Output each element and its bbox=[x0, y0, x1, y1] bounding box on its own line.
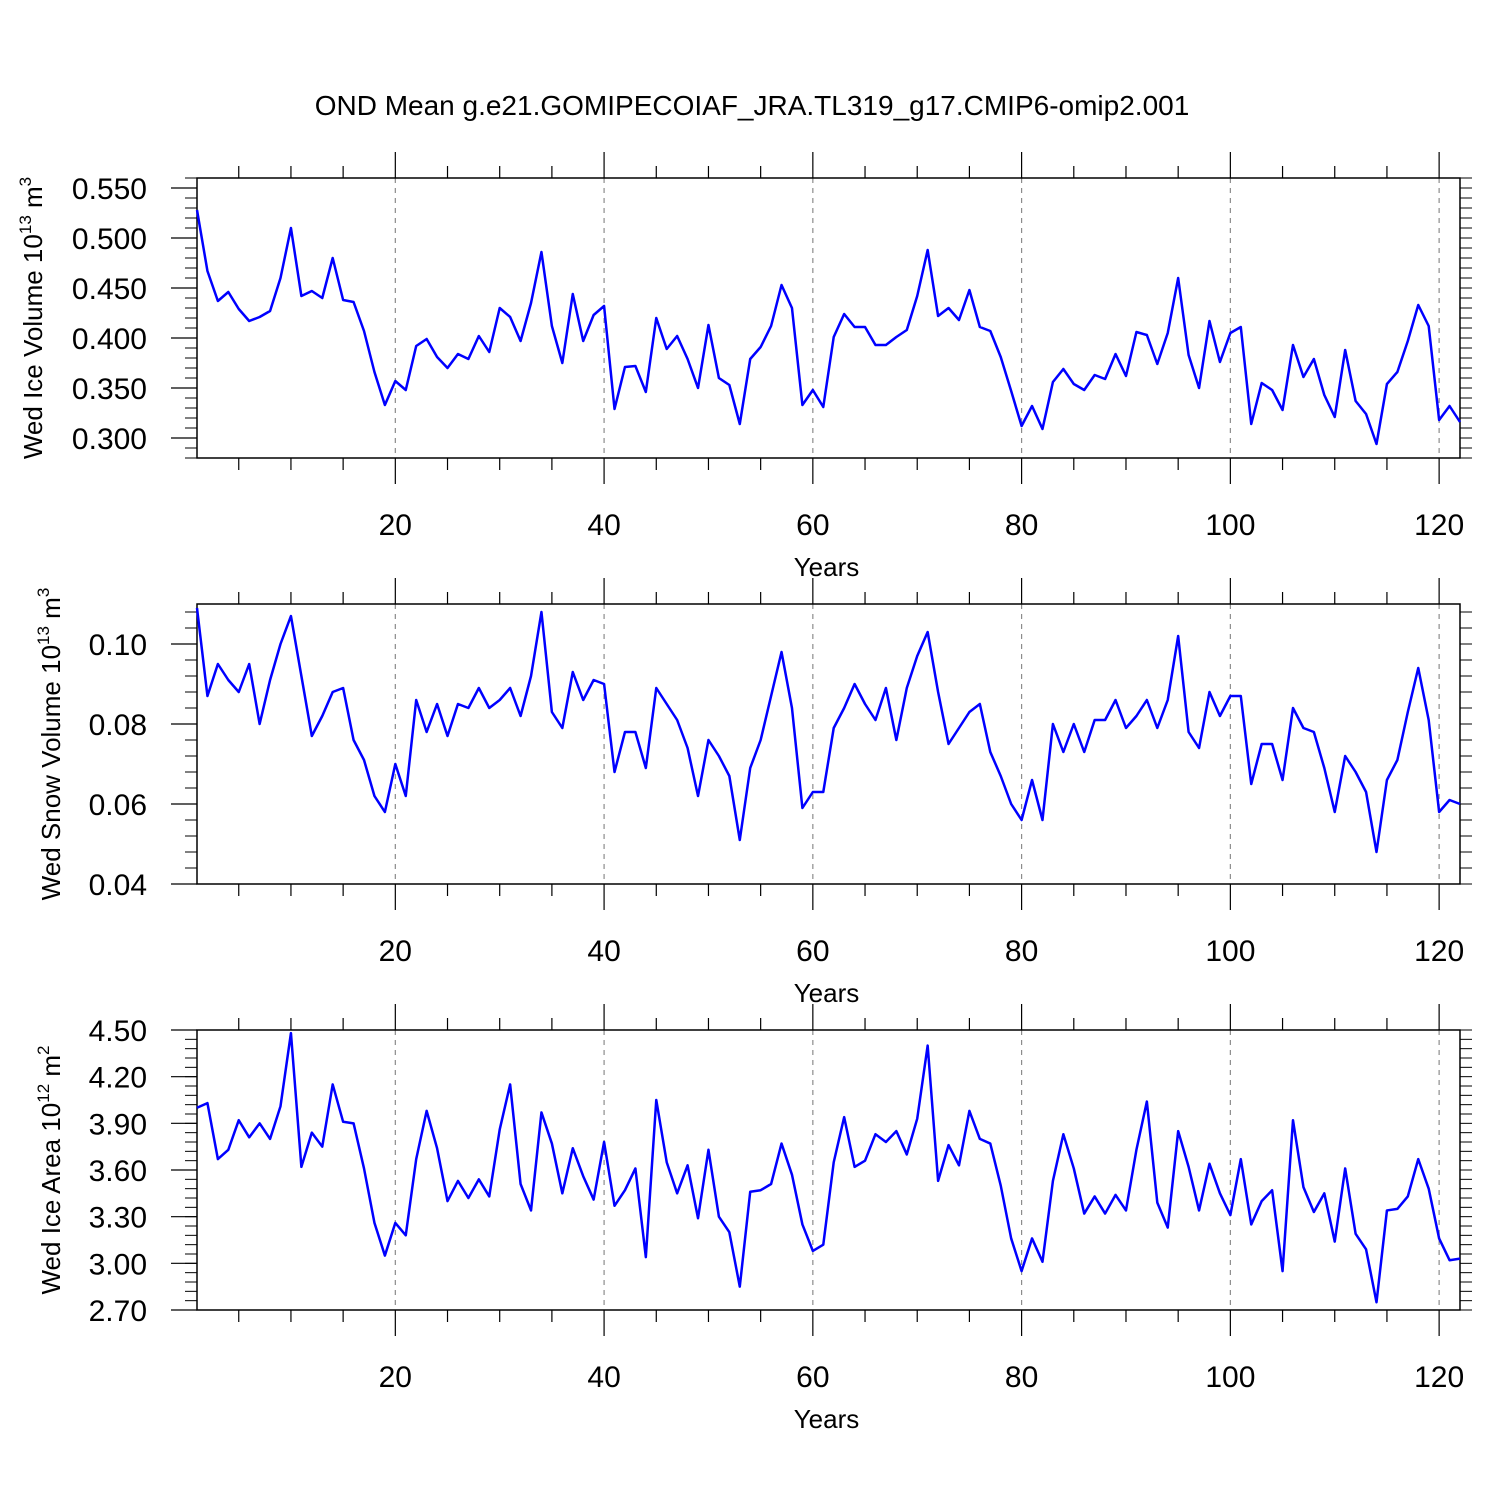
x-tick-label: 120 bbox=[1414, 509, 1464, 542]
x-tick-label: 80 bbox=[1005, 509, 1038, 542]
y-axis-label: Wed Ice Volume 1013 m3 bbox=[16, 177, 48, 459]
y-axis-label-unit-exponent: 2 bbox=[34, 1045, 53, 1054]
series-line bbox=[196, 1031, 1461, 1304]
y-axis-label-unit: m bbox=[18, 186, 48, 215]
y-tick-label: 3.30 bbox=[89, 1202, 147, 1235]
x-tick-label: 20 bbox=[379, 509, 412, 542]
series-line bbox=[195, 607, 1461, 854]
y-tick-label: 0.500 bbox=[72, 223, 147, 256]
y-tick-label: 0.04 bbox=[89, 869, 147, 902]
y-tick-label: 3.60 bbox=[89, 1155, 147, 1188]
y-axis-label-main: Wed Ice Area 10 bbox=[36, 1103, 66, 1295]
y-axis-label-exponent: 13 bbox=[16, 215, 35, 234]
plot-frame bbox=[196, 1029, 1461, 1311]
y-tick-label: 0.06 bbox=[89, 789, 147, 822]
plot-frame bbox=[196, 603, 1461, 885]
x-axis-label: Years bbox=[794, 552, 860, 582]
y-tick-label: 0.300 bbox=[72, 423, 147, 456]
chart-title: OND Mean g.e21.GOMIPECOIAF_JRA.TL319_g17… bbox=[315, 90, 1190, 121]
y-axis-label: Wed Ice Area 1012 m2 bbox=[34, 1045, 66, 1294]
x-axis-label: Years bbox=[794, 978, 860, 1008]
panel-3: 20 40 60 80 100 120 Years 2.70 3.00 3.30 3.60 3.90 4… bbox=[34, 1004, 1472, 1434]
y-tick-label: 3.90 bbox=[89, 1108, 147, 1141]
x-tick-label: 80 bbox=[1005, 1361, 1038, 1394]
plot-frame bbox=[196, 177, 1461, 459]
y-axis-label: Wed Snow Volume 1013 m3 bbox=[34, 588, 66, 901]
x-axis-label: Years bbox=[794, 1404, 860, 1434]
y-tick-label: 3.00 bbox=[89, 1248, 147, 1281]
y-tick-label: 4.20 bbox=[89, 1062, 147, 1095]
x-tick-label: 60 bbox=[796, 509, 829, 542]
y-axis-label-main: Wed Ice Volume 10 bbox=[18, 234, 48, 459]
y-tick-label: 0.450 bbox=[72, 273, 147, 306]
series-line bbox=[195, 209, 1462, 446]
panels: 20 40 60 80 100 120 Years 0.300 0.350 0.400 0.450 0… bbox=[16, 152, 1472, 1434]
x-tick-label: 20 bbox=[379, 935, 412, 968]
y-axis-label-unit-exponent: 3 bbox=[34, 588, 53, 597]
y-axis-label-main: Wed Snow Volume 10 bbox=[36, 645, 66, 900]
y-axis-label-unit: m bbox=[36, 597, 66, 626]
x-tick-label: 60 bbox=[796, 1361, 829, 1394]
x-tick-label: 100 bbox=[1205, 1361, 1255, 1394]
y-tick-label: 0.350 bbox=[72, 373, 147, 406]
x-tick-label: 100 bbox=[1205, 935, 1255, 968]
y-tick-label: 0.550 bbox=[72, 173, 147, 206]
x-tick-label: 40 bbox=[587, 935, 620, 968]
x-tick-label: 40 bbox=[587, 1361, 620, 1394]
x-tick-label: 80 bbox=[1005, 935, 1038, 968]
panel-1: 20 40 60 80 100 120 Years 0.300 0.350 0.400 0.450 0… bbox=[16, 152, 1472, 582]
panel-2: 20 40 60 80 100 120 Years 0.04 0.06 0.08 0.10 Wed S… bbox=[34, 578, 1472, 1008]
y-axis-label-unit: m bbox=[36, 1055, 66, 1084]
x-tick-label: 120 bbox=[1414, 935, 1464, 968]
x-tick-label: 20 bbox=[379, 1361, 412, 1394]
y-tick-label: 0.10 bbox=[89, 629, 147, 662]
y-axis-label-unit-exponent: 3 bbox=[16, 177, 35, 186]
x-tick-label: 60 bbox=[796, 935, 829, 968]
y-axis-label-exponent: 12 bbox=[34, 1084, 53, 1103]
y-tick-label: 2.70 bbox=[89, 1295, 147, 1328]
y-tick-label: 0.08 bbox=[89, 709, 147, 742]
y-axis-label-exponent: 13 bbox=[34, 626, 53, 645]
x-tick-label: 120 bbox=[1414, 1361, 1464, 1394]
y-tick-label: 4.50 bbox=[89, 1015, 147, 1048]
y-tick-label: 0.400 bbox=[72, 323, 147, 356]
x-tick-label: 100 bbox=[1205, 509, 1255, 542]
x-tick-label: 40 bbox=[587, 509, 620, 542]
